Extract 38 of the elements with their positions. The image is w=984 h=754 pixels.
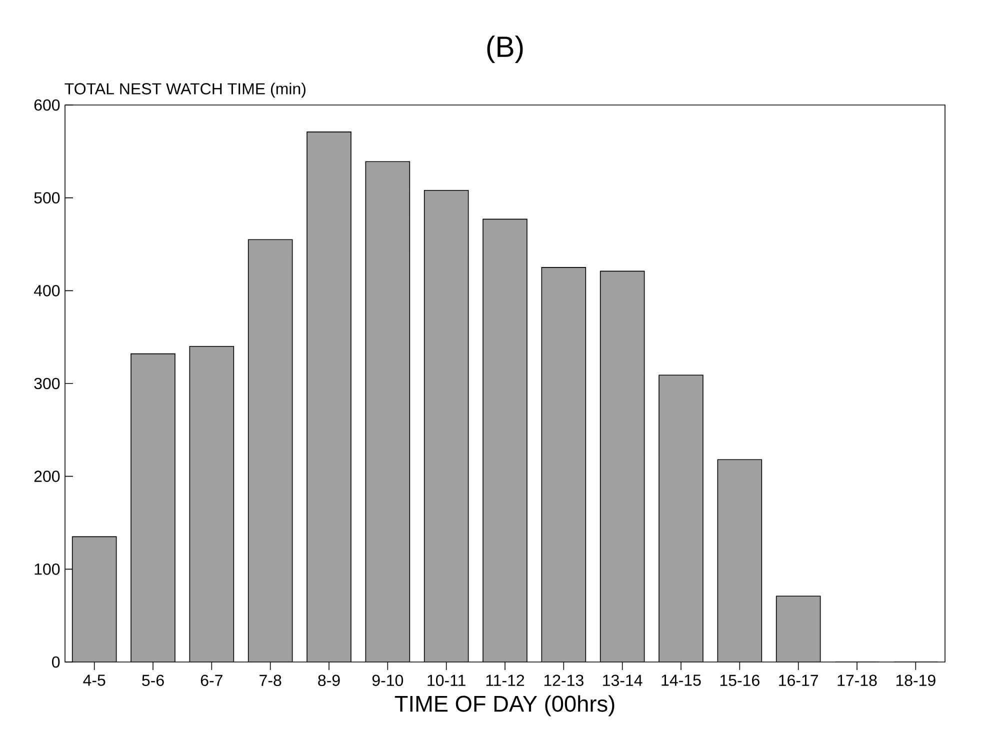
y-tick-label: 600 (34, 99, 60, 111)
x-tick-label: 10-11 (428, 674, 466, 686)
bar (190, 346, 234, 662)
x-axis-title: TIME OF DAY (00hrs) (394, 695, 614, 716)
bar (776, 596, 820, 662)
x-tick-label: 5-6 (142, 674, 164, 686)
bar (542, 267, 586, 662)
y-tick-label: 0 (52, 656, 60, 668)
x-tick-label: 9-10 (372, 674, 404, 686)
x-tick-label: 15-16 (720, 674, 760, 686)
x-tick-label: 16-17 (779, 674, 818, 686)
chart-title: (B) (487, 36, 523, 63)
bar (424, 190, 468, 662)
y-axis-title: TOTAL NEST WATCH TIME (min) (64, 82, 306, 98)
y-tick-label: 300 (34, 378, 60, 390)
x-tick-label: 11-12 (486, 674, 524, 686)
x-tick-label: 12-13 (544, 674, 584, 686)
x-tick-label: 14-15 (662, 674, 701, 686)
x-tick-label: 4-5 (83, 674, 106, 686)
bar (600, 271, 644, 662)
bar (307, 132, 352, 662)
bar (72, 536, 116, 662)
bar (248, 240, 292, 662)
y-tick-label: 400 (34, 285, 60, 296)
x-tick-label: 7-8 (260, 674, 282, 686)
y-tick-label: 100 (34, 564, 60, 575)
bar (483, 219, 528, 662)
y-tick-label: 200 (34, 470, 60, 482)
bar (659, 375, 704, 662)
x-tick-label: 17-18 (838, 674, 877, 686)
bar (366, 162, 410, 662)
bar (718, 460, 762, 662)
x-tick-label: 13-14 (603, 674, 642, 686)
x-tick-label: 6-7 (200, 674, 222, 686)
y-tick-label: 500 (34, 192, 60, 204)
x-tick-label: 18-19 (896, 674, 936, 686)
bar (131, 354, 176, 662)
x-tick-label: 8-9 (318, 674, 340, 686)
